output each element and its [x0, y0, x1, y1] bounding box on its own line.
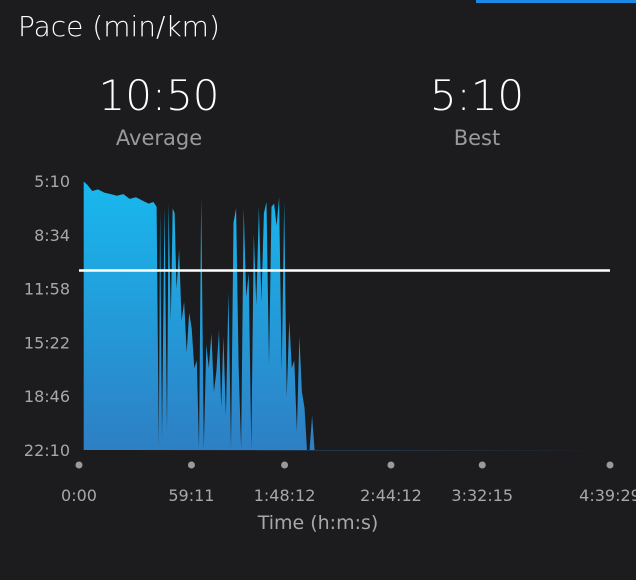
x-tick-label: 4:39:29	[579, 486, 636, 505]
average-pace-label: Average	[115, 126, 203, 150]
average-pace-stat: 10:50 Average	[59, 71, 259, 151]
page-title: Pace (min/km)	[18, 10, 220, 43]
x-axis-title: Time (h:m:s)	[257, 512, 379, 534]
best-pace-label: Best	[453, 126, 501, 150]
pace-area	[83, 181, 604, 451]
x-tick-dot	[75, 461, 83, 469]
y-tick-label: 8:34	[34, 226, 70, 245]
x-tick-label: 59:11	[168, 486, 214, 505]
x-tick-dot	[387, 461, 395, 469]
x-tick-label: 0:00	[61, 486, 97, 505]
pace-chart[interactable]: 5:10 8:34 11:58 15:22 18:46 22:10 0:00 59:11 1:4…	[0, 160, 636, 510]
best-pace-value: 5:10	[429, 71, 525, 120]
x-tick-label: 2:44:12	[360, 486, 422, 505]
y-tick-label: 22:10	[24, 441, 70, 460]
y-tick-label: 11:58	[24, 280, 70, 299]
y-tick-label: 18:46	[24, 387, 70, 406]
x-tick-dot	[281, 461, 289, 469]
best-pace-stat: 5:10 Best	[377, 71, 577, 151]
average-pace-value: 10:50	[98, 71, 220, 120]
y-tick-label: 15:22	[24, 333, 70, 352]
x-tick-dot	[187, 461, 195, 469]
x-tick-label: 1:48:12	[254, 486, 316, 505]
accent-bar	[476, 0, 636, 3]
x-tick-label: 3:32:15	[451, 486, 513, 505]
x-tick-dot	[606, 461, 614, 469]
x-tick-dot	[478, 461, 486, 469]
y-tick-label: 5:10	[34, 172, 70, 191]
